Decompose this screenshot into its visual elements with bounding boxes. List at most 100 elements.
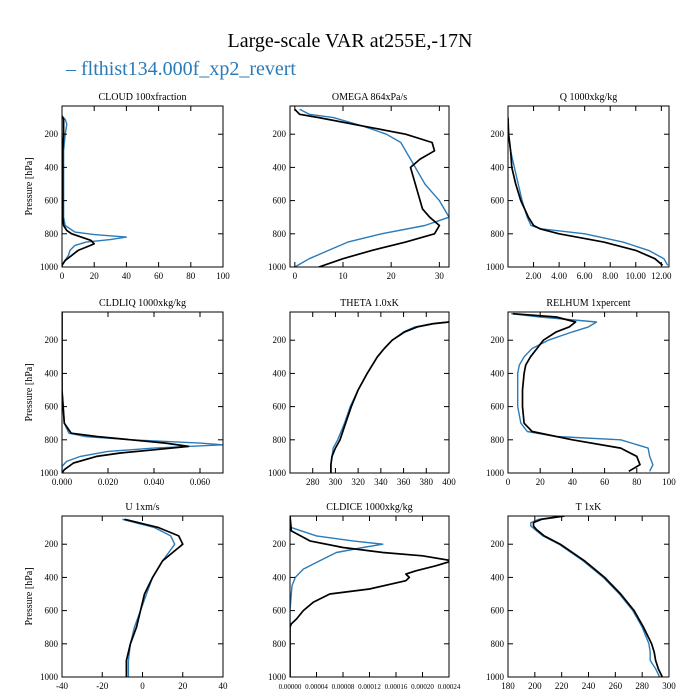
x-tick-label: 320: [351, 477, 365, 487]
panel-title: OMEGA 864xPa/s: [332, 92, 407, 103]
y-tick-label: 200: [491, 539, 505, 549]
y-tick-label: 600: [273, 196, 287, 206]
series-line-blue: [294, 108, 449, 267]
x-tick-label: 0.00020: [411, 683, 434, 691]
y-tick-label: 1000: [40, 672, 59, 682]
series-line-black: [508, 117, 664, 266]
y-tick-label: 800: [45, 435, 59, 445]
y-tick-label: 800: [491, 229, 505, 239]
y-tick-label: 200: [491, 335, 505, 345]
x-tick-label: 0.00024: [438, 683, 461, 691]
y-tick-label: 1000: [40, 468, 59, 478]
series-line-black: [532, 516, 664, 677]
y-tick-label: 1000: [268, 672, 287, 682]
x-tick-label: 260: [609, 681, 623, 691]
plot-frame: [61, 105, 224, 268]
series-group: [511, 312, 654, 473]
x-tick-label: 340: [374, 477, 388, 487]
series-line-blue: [530, 516, 661, 677]
y-tick-label: 200: [45, 129, 59, 139]
panel-title: CLOUD 100xfraction: [98, 92, 186, 103]
x-tick-label: 60: [600, 477, 610, 487]
legend-line-icon: –: [66, 58, 81, 80]
x-tick-label: 20: [90, 271, 100, 281]
y-tick-label: 600: [273, 606, 287, 616]
x-tick-label: 280: [306, 477, 320, 487]
x-tick-label: 10: [339, 271, 349, 281]
x-tick-label: 40: [568, 477, 578, 487]
series-group: [294, 108, 449, 267]
y-tick-label: 400: [45, 572, 59, 582]
y-tick-label: 600: [491, 606, 505, 616]
series-group: [508, 117, 669, 266]
x-tick-label: 20: [536, 477, 546, 487]
y-tick-label: 1000: [486, 672, 505, 682]
series-group: [330, 321, 449, 473]
x-tick-label: 8.00: [602, 271, 618, 281]
x-tick-label: 300: [662, 681, 676, 691]
series-line-black: [512, 312, 641, 473]
y-tick-label: 200: [491, 129, 505, 139]
y-tick-label: 1000: [268, 468, 287, 478]
y-axis-label: Pressure [hPa]: [24, 363, 35, 421]
y-tick-label: 400: [491, 162, 505, 172]
x-tick-label: 280: [635, 681, 649, 691]
series-line-blue: [290, 516, 384, 677]
plot-frame: [507, 311, 670, 474]
plot-frame: [289, 311, 450, 474]
x-tick-label: 240: [582, 681, 596, 691]
plot-frame: [61, 515, 224, 678]
y-tick-label: 800: [491, 639, 505, 649]
series-line-black: [62, 312, 190, 473]
series-line-blue: [508, 117, 669, 266]
y-tick-label: 200: [273, 335, 287, 345]
y-tick-label: 1000: [486, 468, 505, 478]
panel-3: CLDLIQ 1000xkg/kg Pressure [hPa] 200 400 600…: [24, 298, 224, 487]
x-tick-label: 0.00008: [332, 683, 355, 691]
y-tick-label: 1000: [486, 262, 505, 272]
y-tick-label: 600: [491, 402, 505, 412]
panel-title: Q 1000xkg/kg: [560, 92, 618, 103]
x-tick-label: 30: [435, 271, 445, 281]
x-tick-label: 0.00000: [279, 683, 302, 691]
x-tick-label: 0.00004: [305, 683, 328, 691]
y-tick-label: 600: [491, 196, 505, 206]
x-tick-label: 180: [501, 681, 515, 691]
series-group: [290, 516, 449, 677]
panel-title: RELHUM 1xpercent: [546, 298, 630, 309]
x-tick-label: 0.060: [190, 477, 211, 487]
panel-title: U 1xm/s: [125, 502, 159, 513]
y-tick-label: 400: [45, 162, 59, 172]
y-axis-label: Pressure [hPa]: [24, 157, 35, 215]
x-tick-label: 0.000: [52, 477, 73, 487]
x-tick-label: 20: [387, 271, 397, 281]
y-tick-label: 800: [45, 639, 59, 649]
x-tick-label: 0.00016: [385, 683, 408, 691]
y-tick-label: 800: [491, 435, 505, 445]
y-tick-label: 200: [45, 539, 59, 549]
x-tick-label: 200: [528, 681, 542, 691]
x-tick-label: 40: [219, 681, 229, 691]
panel-title: T 1xK: [576, 502, 602, 513]
series-line-blue: [62, 115, 128, 267]
y-tick-label: 400: [273, 162, 287, 172]
series-line-blue: [62, 312, 223, 473]
x-tick-label: 4.00: [551, 271, 567, 281]
legend: – flthist134.000f_xp2_revert: [66, 58, 296, 81]
x-tick-label: 0: [506, 477, 511, 487]
x-tick-label: 400: [442, 477, 456, 487]
x-tick-label: 360: [397, 477, 411, 487]
panel-1: OMEGA 864xPa/s 200 400 600 800 1000 0 10 20 30: [268, 92, 450, 281]
y-tick-label: 200: [45, 335, 59, 345]
y-tick-label: 200: [273, 539, 287, 549]
x-tick-label: 220: [555, 681, 569, 691]
panel-title: CLDICE 1000xkg/kg: [326, 502, 412, 513]
x-tick-label: 60: [154, 271, 164, 281]
x-tick-label: 0.020: [98, 477, 119, 487]
x-tick-label: 80: [186, 271, 196, 281]
x-tick-label: -20: [96, 681, 108, 691]
series-group: [62, 115, 128, 267]
plot-frame: [289, 105, 450, 268]
series-line-black: [124, 518, 184, 677]
